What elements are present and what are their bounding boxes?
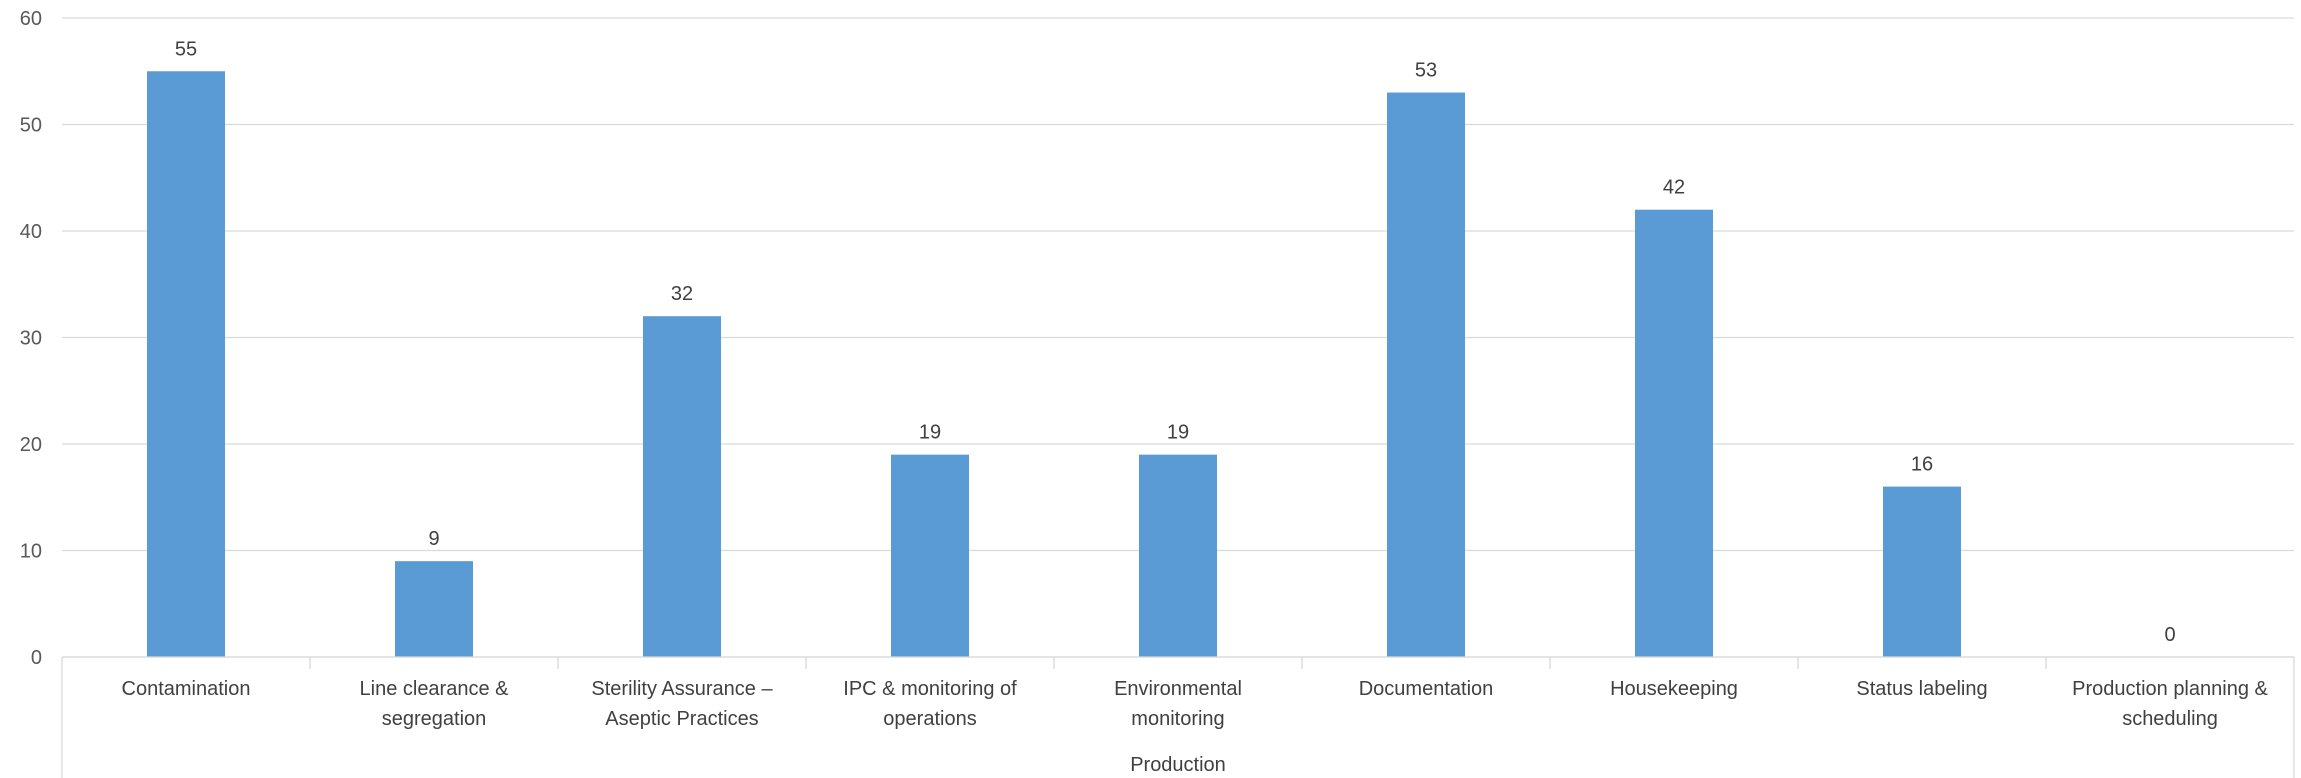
bar — [891, 454, 969, 657]
category-label-line: segregation — [382, 708, 487, 730]
category-label: Environmental monitoring — [1114, 678, 1242, 730]
data-labels: 55 9 32 19 19 53 42 16 0 — [175, 38, 2176, 646]
bar — [395, 561, 473, 657]
data-label: 16 — [1911, 454, 1933, 476]
data-label: 19 — [919, 422, 941, 444]
category-label-line: Contamination — [122, 678, 251, 700]
data-label: 32 — [671, 283, 693, 305]
category-label: IPC & monitoring of operations — [843, 678, 1017, 730]
y-tick-label: 40 — [20, 221, 42, 243]
category-label: Status labeling — [1856, 678, 1987, 700]
category-label: Line clearance & segregation — [360, 678, 510, 730]
category-label: Housekeeping — [1610, 678, 1738, 700]
data-label: 9 — [428, 528, 439, 550]
y-axis-ticks: 0 10 20 30 40 50 60 — [20, 8, 42, 669]
group-label: Production — [1130, 754, 1226, 776]
data-label: 53 — [1415, 60, 1437, 82]
category-label-line: Environmental — [1114, 678, 1242, 700]
bar — [643, 316, 721, 657]
bars — [147, 71, 1961, 658]
category-label-line: Aseptic Practices — [605, 708, 758, 730]
data-label: 0 — [2164, 624, 2175, 646]
y-tick-label: 0 — [31, 647, 42, 669]
y-tick-label: 10 — [20, 541, 42, 563]
y-tick-label: 30 — [20, 328, 42, 350]
category-label-line: Line clearance & — [360, 678, 510, 700]
data-label: 55 — [175, 38, 197, 60]
y-tick-label: 50 — [20, 115, 42, 137]
category-label-line: scheduling — [2122, 708, 2218, 730]
bar — [1883, 486, 1961, 657]
y-tick-label: 60 — [20, 8, 42, 30]
bar — [147, 71, 225, 657]
category-label-line: Production planning & — [2072, 678, 2268, 700]
y-tick-label: 20 — [20, 434, 42, 456]
category-label-line: Documentation — [1359, 678, 1494, 700]
bar — [1635, 209, 1713, 657]
data-label: 19 — [1167, 422, 1189, 444]
category-label-line: Housekeeping — [1610, 678, 1738, 700]
category-label-line: Status labeling — [1856, 678, 1987, 700]
category-label: Documentation — [1359, 678, 1494, 700]
category-label-line: IPC & monitoring of — [843, 678, 1017, 700]
category-label-line: Sterility Assurance – — [591, 678, 773, 700]
gridlines — [62, 17, 2294, 658]
data-label: 42 — [1663, 177, 1685, 199]
category-label: Production planning & scheduling — [2072, 678, 2268, 730]
bar — [1387, 92, 1465, 658]
category-label-line: operations — [883, 708, 976, 730]
category-labels: Contamination Line clearance & segregation… — [122, 678, 2269, 730]
category-label: Sterility Assurance – Aseptic Practices — [591, 678, 773, 730]
bar — [1139, 454, 1217, 657]
x-axis — [61, 656, 2295, 778]
category-label-line: monitoring — [1131, 708, 1224, 730]
category-label: Contamination — [122, 678, 251, 700]
